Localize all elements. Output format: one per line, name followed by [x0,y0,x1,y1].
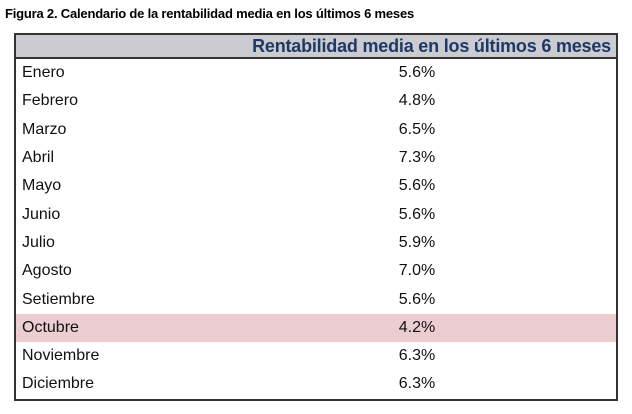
table-row: Diciembre 6.3% [16,370,616,398]
value-cell: 5.6% [398,205,436,223]
value-cell: 7.3% [398,149,436,167]
month-cell: Setiembre [22,290,95,308]
month-cell: Enero [22,64,65,82]
table-row: Febrero 4.8% [16,87,616,115]
value-cell: 5.6% [398,290,436,308]
table-row: Setiembre 5.6% [16,285,616,313]
value-cell: 4.2% [398,318,436,336]
table-header-label: Rentabilidad media en los últimos 6 mese… [252,35,611,56]
month-cell: Diciembre [22,375,95,393]
value-cell: 5.9% [398,233,436,251]
table-row: Octubre 4.2% [16,313,616,342]
value-cell: 6.5% [398,120,436,138]
table-row: Abril 7.3% [16,144,616,172]
month-cell: Mayo [22,177,62,195]
figure-title: Figura 2. Calendario de la rentabilidad … [5,6,415,21]
figure-2-page: Figura 2. Calendario de la rentabilidad … [0,6,632,401]
table-row: Marzo 6.5% [16,116,616,144]
value-cell: 6.3% [398,375,436,393]
table-body: Enero 5.6% Febrero 4.8% Marzo 6.5% Abril… [16,59,616,399]
table-row: Noviembre 6.3% [16,342,616,370]
month-cell: Octubre [22,318,79,336]
month-cell: Noviembre [22,347,100,365]
table-row: Junio 5.6% [16,200,616,228]
value-cell: 6.3% [398,347,436,365]
value-cell: 7.0% [398,262,436,280]
month-cell: Marzo [22,120,67,138]
value-cell: 5.6% [398,64,436,82]
month-cell: Febrero [22,92,79,110]
table-row: Enero 5.6% [16,59,616,87]
month-cell: Abril [22,149,55,167]
rentabilidad-table: Rentabilidad media en los últimos 6 mese… [14,33,618,401]
month-cell: Julio [22,233,55,251]
month-cell: Agosto [22,262,72,280]
table-row: Mayo 5.6% [16,172,616,200]
value-cell: 4.8% [398,92,436,110]
table-header-row: Rentabilidad media en los últimos 6 mese… [16,35,616,59]
value-cell: 5.6% [398,177,436,195]
table-row: Julio 5.9% [16,229,616,257]
table-row: Agosto 7.0% [16,257,616,285]
month-cell: Junio [22,205,61,223]
